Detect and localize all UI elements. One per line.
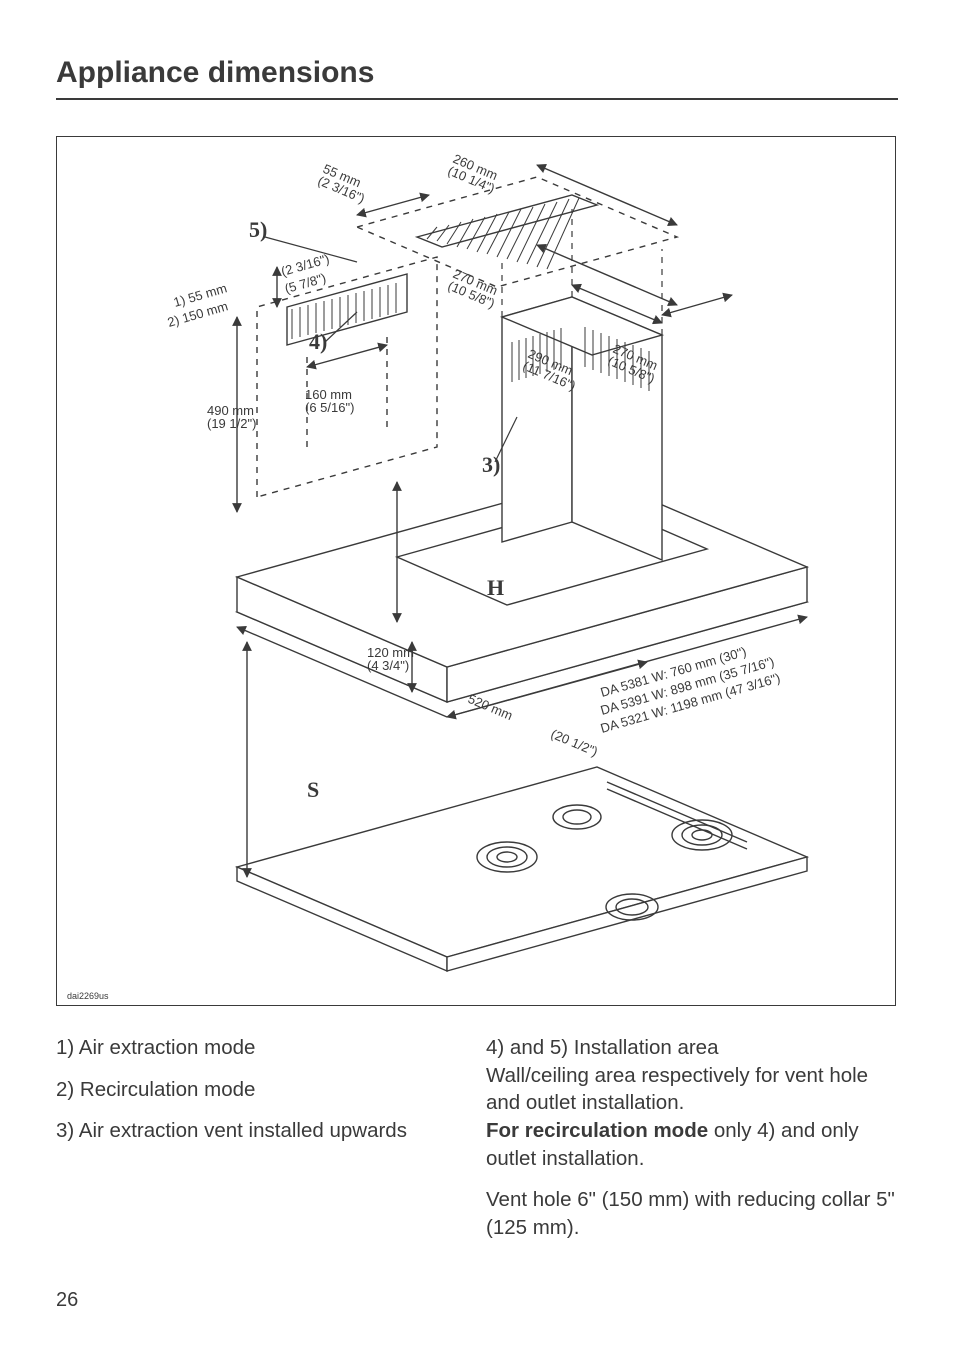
svg-text:120 mm(4 3/4"): 120 mm(4 3/4")	[367, 645, 414, 673]
svg-text:5): 5)	[249, 217, 267, 242]
figure-ref: dai2269us	[67, 991, 109, 1001]
caption-r1: 4) and 5) Installation area	[486, 1034, 896, 1062]
svg-text:520 mm(20 1/2"): 520 mm(20 1/2")	[466, 691, 600, 759]
caption-item-1: 1) Air extraction mode	[56, 1034, 466, 1062]
caption-col-right: 4) and 5) Installation area Wall/ceiling…	[486, 1034, 896, 1242]
page-number: 26	[56, 1289, 78, 1312]
caption-r4: Vent hole 6" (150 mm) with reducing coll…	[486, 1186, 896, 1241]
chimney-shaft	[502, 297, 662, 560]
cooktop	[237, 767, 807, 971]
caption-item-2: 2) Recirculation mode	[56, 1076, 466, 1104]
svg-text:490 mm(19 1/2"): 490 mm(19 1/2")	[207, 403, 256, 431]
svg-text:160 mm(6 5/16"): 160 mm(6 5/16")	[305, 387, 354, 415]
wall-area	[257, 257, 437, 497]
caption-r2: Wall/ceiling area respectively for vent …	[486, 1062, 896, 1117]
dimensions-figure: 55 mm(2 3/16") 260 mm(10 1/4") 1) 55 mm(…	[56, 136, 896, 1006]
caption-r3: For recirculation mode only 4) and only …	[486, 1117, 896, 1172]
caption-r3-bold: For recirculation mode	[486, 1119, 708, 1142]
svg-text:4): 4)	[309, 329, 327, 354]
caption-item-3: 3) Air extraction vent installed upwards	[56, 1117, 466, 1145]
page: Appliance dimensions	[0, 0, 954, 1352]
svg-text:270 mm(10 5/8"): 270 mm(10 5/8")	[446, 266, 502, 311]
caption-columns: 1) Air extraction mode 2) Recirculation …	[56, 1034, 898, 1242]
dimensions-svg: 55 mm(2 3/16") 260 mm(10 1/4") 1) 55 mm(…	[57, 137, 896, 1006]
svg-text:H: H	[487, 575, 504, 600]
page-title: Appliance dimensions	[56, 56, 898, 100]
svg-text:S: S	[307, 777, 319, 802]
ceiling-area	[357, 165, 677, 287]
svg-text:55 mm(2 3/16"): 55 mm(2 3/16")	[316, 161, 372, 206]
svg-text:260 mm(10 1/4"): 260 mm(10 1/4")	[446, 151, 502, 196]
caption-col-left: 1) Air extraction mode 2) Recirculation …	[56, 1034, 466, 1242]
